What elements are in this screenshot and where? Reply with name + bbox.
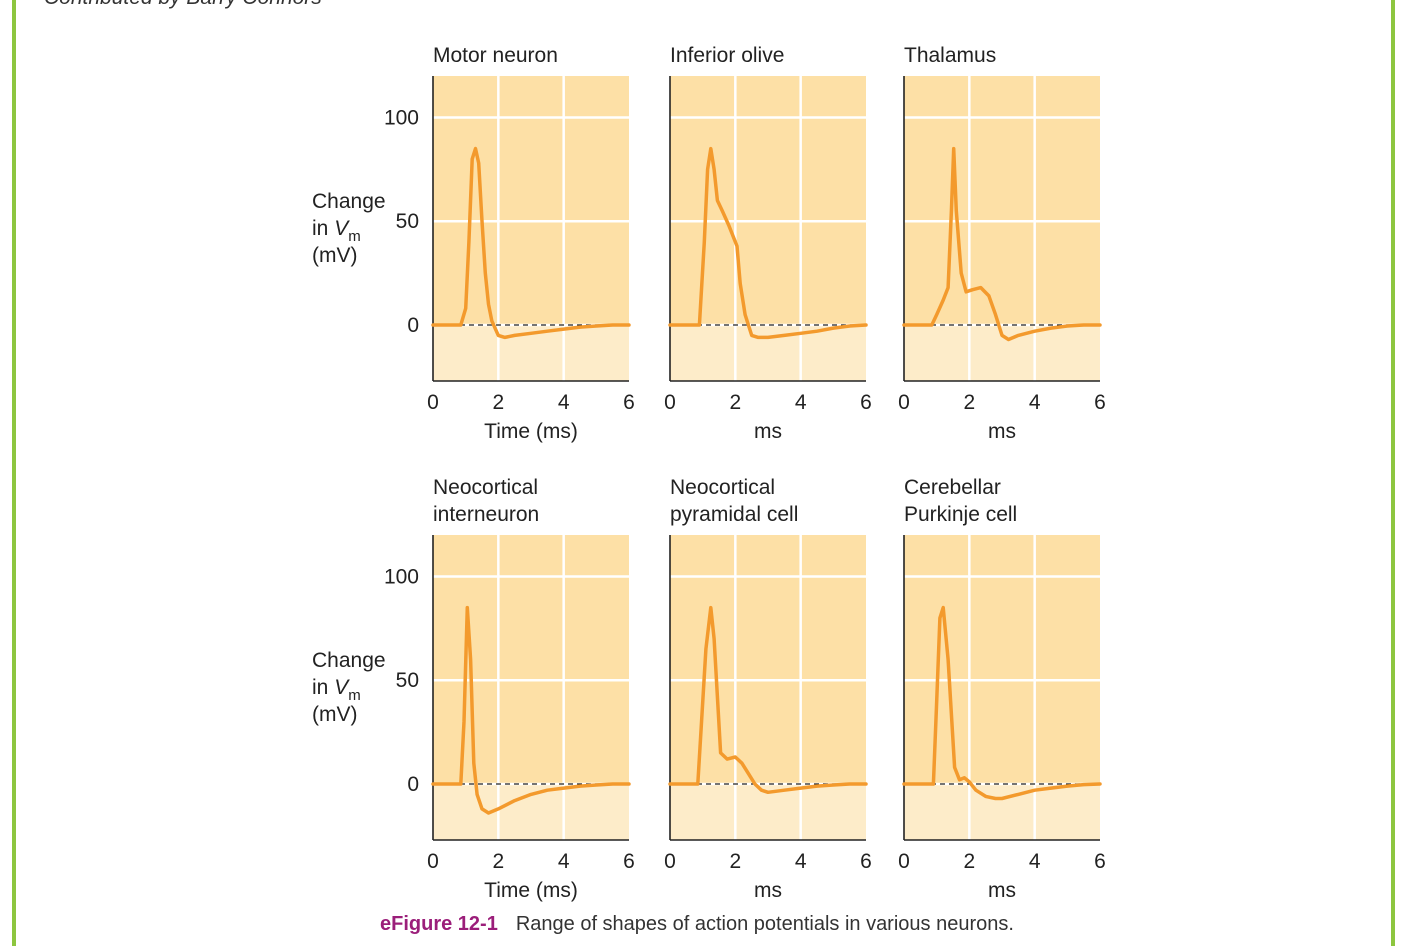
- x-tick-label: 2: [963, 850, 975, 873]
- action-potential-trace: [902, 146, 1102, 342]
- plot-area-upper: [433, 76, 629, 325]
- chart-panel: 0 2 4 6 ms Neocortical pyramidal cell: [664, 476, 872, 902]
- panel-title: Thalamus: [904, 44, 996, 67]
- x-tick-label: 4: [1029, 850, 1041, 873]
- y-axis-label-line2: in Vm: [312, 676, 361, 704]
- y-tick-label: 100: [384, 106, 419, 129]
- x-tick-label: 4: [795, 391, 807, 414]
- y-tick-label: 0: [407, 314, 419, 337]
- chart-panel: 0 2 4 6 Time (ms) Motor neuron 0 50 100 Change in …: [312, 44, 635, 443]
- panel-title: Neocortical: [670, 476, 775, 499]
- x-axis-label: ms: [754, 879, 782, 902]
- x-tick-label: 6: [860, 850, 872, 873]
- x-tick-label: 4: [558, 850, 570, 873]
- credit-text: Contributed by Barry Connors: [44, 0, 322, 10]
- x-axis-label: ms: [754, 420, 782, 443]
- panel-title: pyramidal cell: [670, 503, 798, 526]
- y-tick-label: 50: [396, 669, 419, 692]
- x-tick-label: 6: [623, 391, 635, 414]
- x-tick-label: 0: [664, 850, 676, 873]
- caption-label: eFigure 12-1: [380, 913, 498, 935]
- x-axis-label: Time (ms): [484, 420, 578, 443]
- y-axis-label-line3: (mV): [312, 244, 358, 267]
- panel-title: Purkinje cell: [904, 503, 1017, 526]
- figure-caption: eFigure 12-1 Range of shapes of action po…: [380, 913, 1014, 936]
- x-tick-label: 6: [1094, 850, 1106, 873]
- action-potential-trace: [668, 146, 868, 340]
- x-tick-label: 2: [492, 391, 504, 414]
- action-potential-trace: [431, 146, 631, 340]
- x-tick-label: 0: [898, 850, 910, 873]
- action-potential-trace: [431, 605, 631, 815]
- caption-text: Range of shapes of action potentials in …: [515, 913, 1014, 935]
- plot-area-lower: [670, 324, 866, 381]
- y-axis-label-line1: Change: [312, 190, 386, 213]
- x-tick-label: 2: [963, 391, 975, 414]
- x-tick-label: 0: [664, 391, 676, 414]
- x-tick-label: 4: [558, 391, 570, 414]
- panel-title: Inferior olive: [670, 44, 784, 67]
- x-tick-label: 0: [898, 391, 910, 414]
- panel-title: Cerebellar: [904, 476, 1001, 499]
- panel-title: interneuron: [433, 503, 539, 526]
- y-tick-label: 0: [407, 773, 419, 796]
- panel-title: Motor neuron: [433, 44, 558, 67]
- frame-right-border: [1391, 0, 1395, 946]
- plot-area-upper: [670, 76, 866, 325]
- x-tick-label: 4: [1029, 391, 1041, 414]
- x-tick-label: 2: [729, 391, 741, 414]
- chart-panel: 0 2 4 6 ms Thalamus: [898, 44, 1106, 443]
- chart-panel: 0 2 4 6 ms Inferior olive: [664, 44, 872, 443]
- chart-panel: 0 2 4 6 ms Cerebellar Purkinje cell: [898, 476, 1106, 902]
- x-tick-label: 2: [729, 850, 741, 873]
- action-potential-trace: [902, 605, 1102, 801]
- x-tick-label: 6: [860, 391, 872, 414]
- x-tick-label: 6: [623, 850, 635, 873]
- x-tick-label: 4: [795, 850, 807, 873]
- y-axis-label-line3: (mV): [312, 703, 358, 726]
- y-tick-label: 100: [384, 565, 419, 588]
- x-tick-label: 2: [492, 850, 504, 873]
- action-potential-trace: [668, 605, 868, 795]
- plot-area-upper: [904, 76, 1100, 325]
- plot-area-lower: [433, 783, 629, 840]
- x-tick-label: 0: [427, 850, 439, 873]
- x-tick-label: 6: [1094, 391, 1106, 414]
- chart-panel: 0 2 4 6 Time (ms) Neocortical interneuron 0 50 10…: [312, 476, 635, 902]
- plot-area-lower: [904, 783, 1100, 840]
- y-axis-label-line2: in Vm: [312, 217, 361, 245]
- y-tick-label: 50: [396, 210, 419, 233]
- x-axis-label: Time (ms): [484, 879, 578, 902]
- y-axis-label-line1: Change: [312, 649, 386, 672]
- x-axis-label: ms: [988, 420, 1016, 443]
- x-axis-label: ms: [988, 879, 1016, 902]
- frame-left-border: [12, 0, 16, 946]
- panel-title: Neocortical: [433, 476, 538, 499]
- x-tick-label: 0: [427, 391, 439, 414]
